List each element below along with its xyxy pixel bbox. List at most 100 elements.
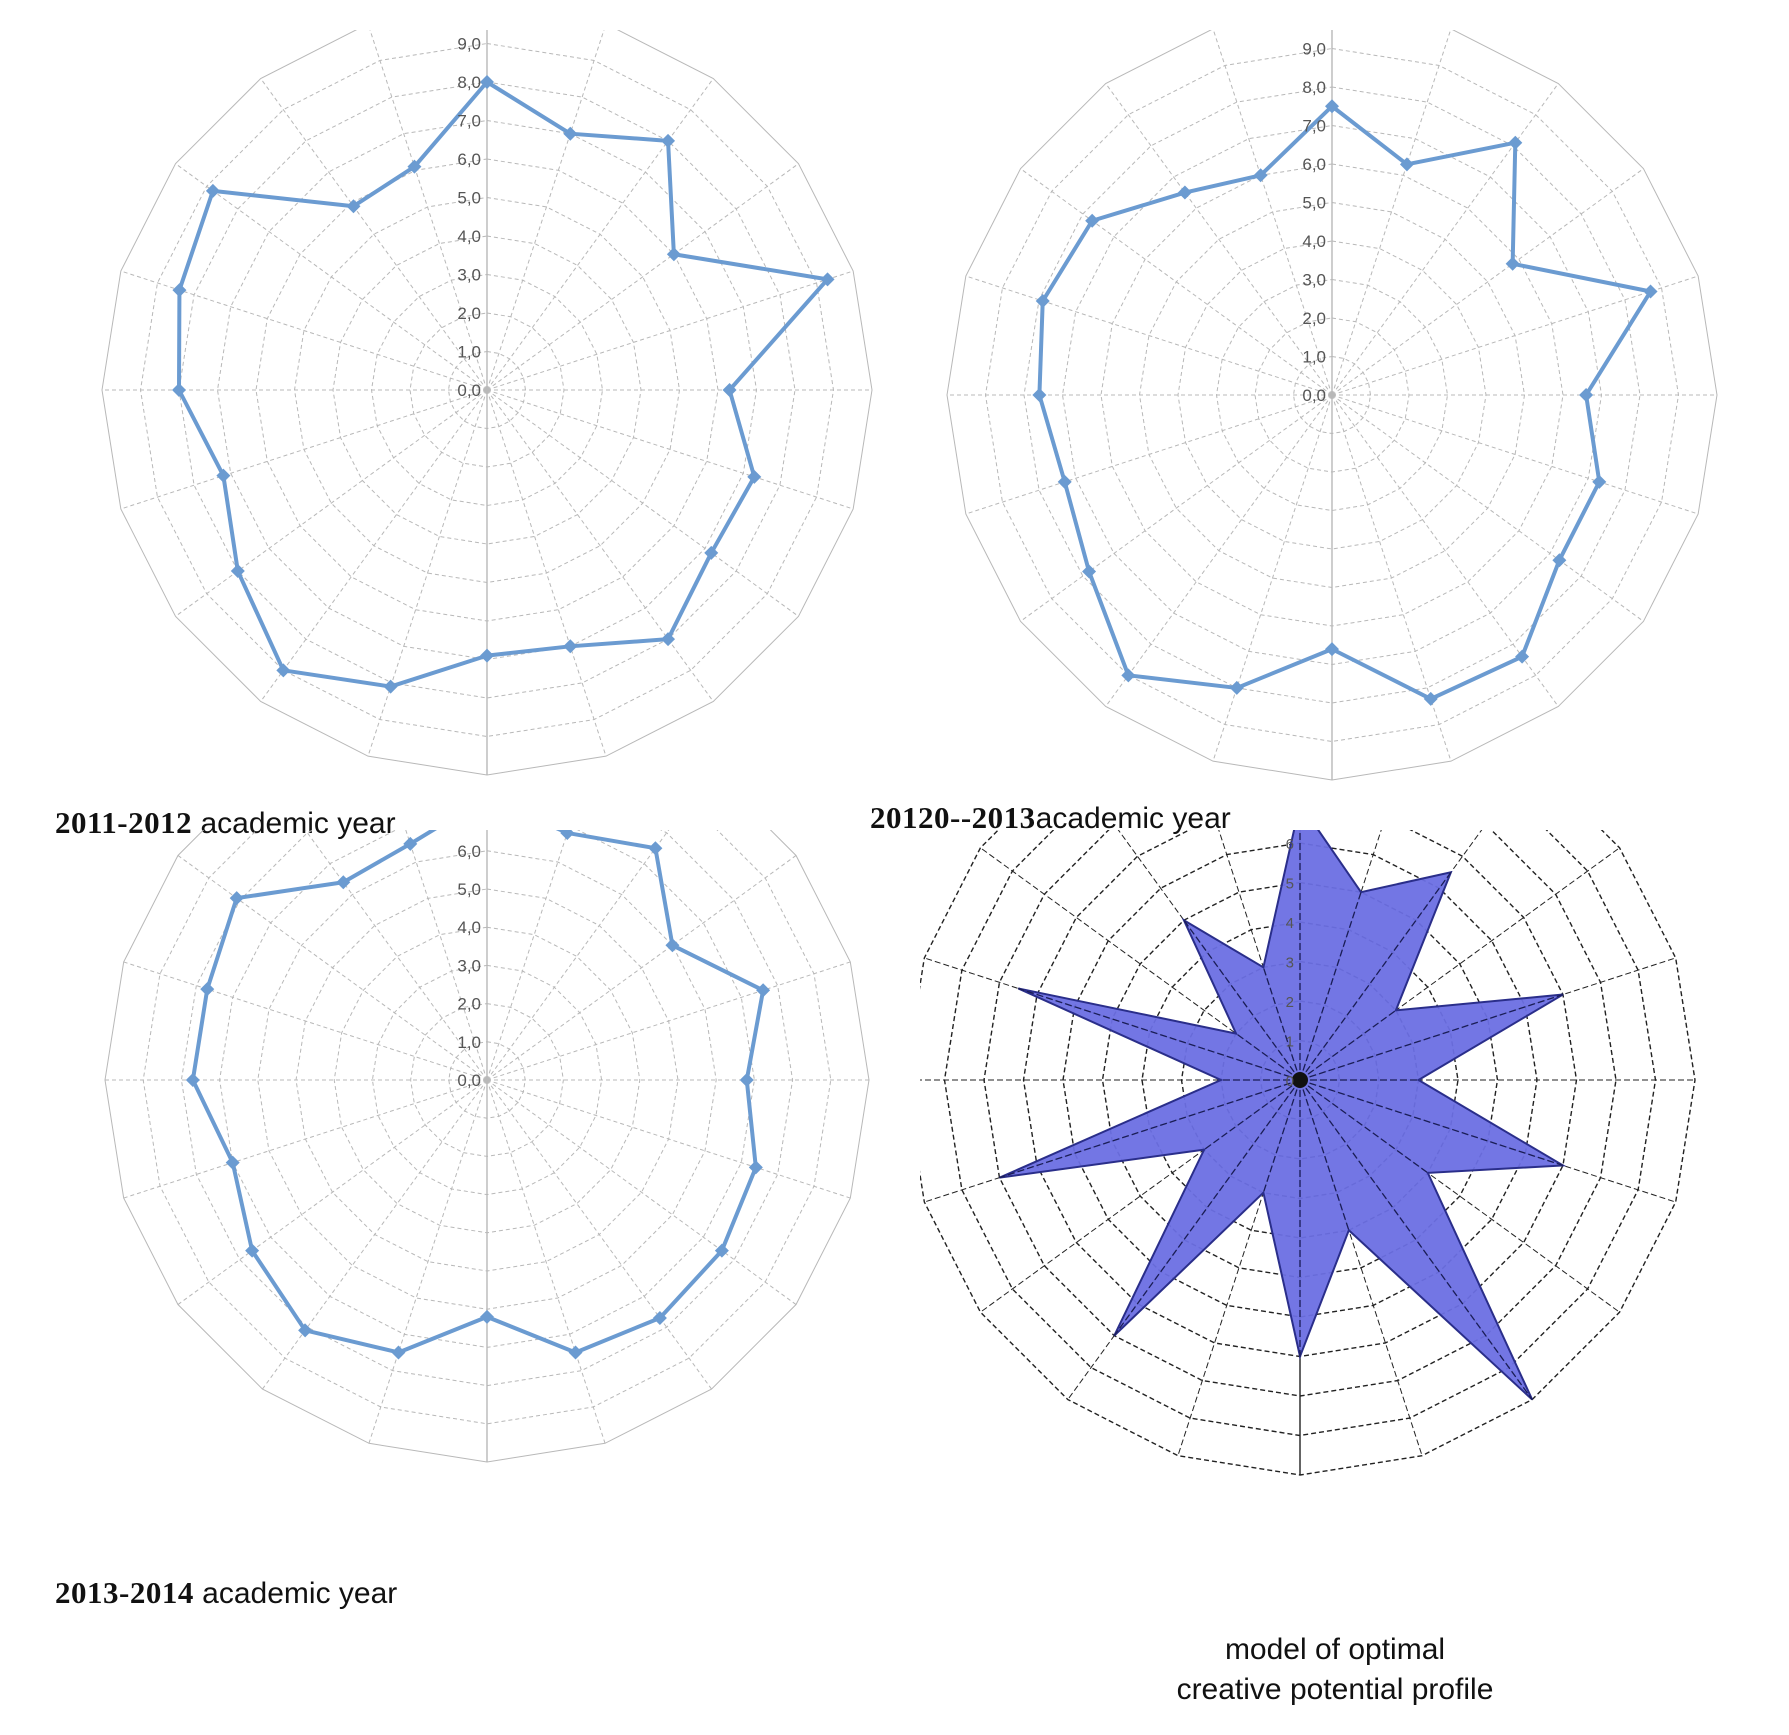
series-point — [748, 1160, 763, 1175]
tick-label: 4,0 — [1302, 232, 1326, 251]
series-point — [1121, 668, 1136, 683]
grid-spoke — [120, 389, 488, 510]
series-point — [666, 247, 681, 262]
grid-spoke — [177, 855, 488, 1081]
radar-chart-2013-2014: 0,01,02,03,04,05,06,07,08,09,010,0 2013-… — [55, 830, 935, 1630]
tick-label: 2,0 — [457, 995, 481, 1014]
tick-label: 5,0 — [1302, 194, 1326, 213]
grid-spoke — [260, 389, 488, 702]
grid-spoke — [262, 1079, 488, 1390]
series-inner-spoke — [1299, 1079, 1350, 1231]
grid-spoke — [486, 1079, 606, 1444]
caption-2013-2014: 2013-2014 academic year — [55, 1575, 397, 1611]
radar-chart-2012-2013: 0,01,02,03,04,05,06,07,08,09,010,0 20120… — [870, 30, 1770, 850]
caption-2011-2012: 2011-2012 academic year — [55, 805, 396, 841]
series-inner-spoke — [1299, 1079, 1533, 1400]
grid-spoke — [486, 961, 851, 1081]
series-point — [714, 1243, 729, 1258]
series-inner-spoke — [1299, 993, 1564, 1081]
grid-spoke — [1212, 394, 1333, 762]
series-inner-spoke — [1183, 919, 1301, 1081]
caption-optimal-model: model of optimal creative potential prof… — [1125, 1630, 1545, 1710]
series-point — [1505, 256, 1520, 271]
series-point — [560, 830, 575, 840]
series-point — [245, 1243, 260, 1258]
series-point — [563, 126, 578, 141]
grid-spoke — [120, 270, 488, 391]
tick-label: 1,0 — [457, 343, 481, 362]
tick-label: 1,0 — [1302, 348, 1326, 367]
series-line — [190, 830, 766, 1355]
series-inner-spoke — [1018, 987, 1301, 1081]
series-point — [747, 469, 762, 484]
grid-spoke — [1331, 30, 1452, 396]
series-inner-spoke — [1299, 1079, 1429, 1174]
grid-spoke — [486, 78, 714, 391]
grid-spoke — [1020, 394, 1333, 622]
grid-spoke — [304, 830, 488, 1081]
series-point — [1515, 649, 1530, 664]
tick-label: 9,0 — [1302, 40, 1326, 59]
grid-ring — [180, 830, 794, 1387]
grid-spoke — [486, 270, 854, 391]
caption-year: 20120--2013 — [870, 800, 1036, 835]
grid-ring — [370, 273, 604, 507]
grid-spoke — [1331, 394, 1644, 622]
tick-label: 5,0 — [457, 880, 481, 899]
radar-svg-2012-2013: 0,01,02,03,04,05,06,07,08,09,010,0 — [946, 30, 1718, 781]
grid-spoke — [486, 830, 569, 1081]
grid-spoke — [486, 389, 854, 510]
caption-year: 2013-2014 — [55, 1575, 194, 1610]
grid-spoke — [1105, 394, 1333, 707]
tick-label: 0,0 — [457, 381, 481, 400]
grid-ring — [1062, 842, 1538, 1318]
grid-spoke — [1331, 83, 1559, 396]
radar-svg-optimal-model: 012345678910 — [920, 830, 1696, 1476]
tick-label: 4,0 — [457, 918, 481, 937]
series-inner-spoke — [1113, 1079, 1301, 1337]
series-point — [665, 938, 680, 953]
grid-spoke — [486, 389, 607, 757]
radar-grid — [101, 30, 873, 776]
tick-label: 6,0 — [457, 842, 481, 861]
tick-label: 2,0 — [1302, 309, 1326, 328]
grid-spoke — [965, 394, 1333, 515]
series-line — [1037, 104, 1653, 701]
tick-label: 5,0 — [457, 189, 481, 208]
series-point — [661, 133, 676, 148]
radar-grid — [104, 830, 870, 1463]
grid-spoke — [175, 163, 488, 391]
series-point — [1082, 564, 1097, 579]
tick-label: 3,0 — [1302, 271, 1326, 290]
tick-label: 6 — [1286, 836, 1294, 853]
series-point — [276, 663, 291, 678]
grid-spoke — [1331, 394, 1559, 707]
caption-text: academic year — [202, 1577, 398, 1610]
radar-chart-2011-2012: 0,01,02,03,04,05,06,07,08,09,010,0 2011-… — [55, 30, 935, 850]
grid-ring — [1023, 86, 1641, 704]
grid-ring — [139, 42, 835, 738]
radar-grid — [946, 30, 1718, 781]
series-point — [1253, 168, 1268, 183]
series-point — [230, 564, 245, 579]
series-point — [1325, 99, 1339, 114]
tick-label: 0,0 — [1302, 386, 1326, 405]
grid-ring — [1141, 921, 1459, 1239]
tick-label: 9,0 — [457, 35, 481, 54]
series-point — [1579, 388, 1594, 402]
tick-label: 4,0 — [457, 227, 481, 246]
grid-spoke — [486, 830, 670, 1081]
grid-spoke — [486, 30, 605, 391]
grid-ring — [1215, 278, 1449, 512]
series-point — [756, 983, 771, 998]
series-point — [820, 272, 835, 287]
series-point — [568, 1345, 583, 1360]
series-point — [172, 383, 186, 397]
grid-ring — [984, 47, 1680, 743]
tick-label: 2 — [1286, 994, 1294, 1011]
series-point — [1057, 474, 1072, 489]
series-point — [661, 632, 676, 647]
series-point — [298, 1323, 313, 1338]
grid-spoke — [486, 1079, 712, 1390]
grid-spoke — [369, 30, 488, 391]
